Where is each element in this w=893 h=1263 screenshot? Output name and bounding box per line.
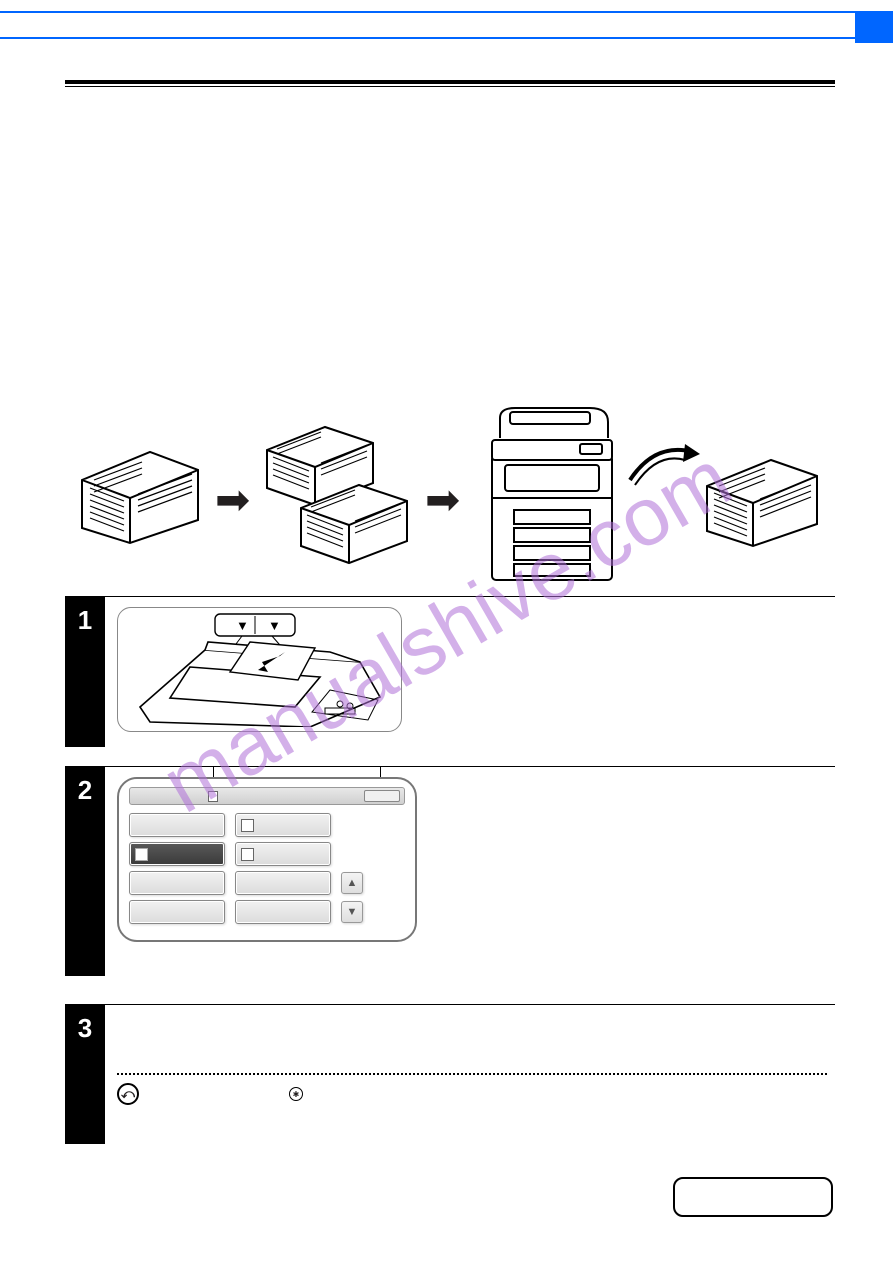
indicator-right-icon: ▼ <box>268 618 281 633</box>
panel-option-4-icon <box>241 848 254 861</box>
step-1-illustration: ▼ ▼ <box>117 607 402 732</box>
original-stack-icon <box>80 450 200 545</box>
back-icon: ⤺ <box>117 1083 139 1105</box>
output-stack-icon <box>705 458 820 548</box>
panel-option-6[interactable] <box>235 871 331 895</box>
panel-option-2-icon <box>241 819 254 832</box>
panel-option-7[interactable] <box>129 900 225 924</box>
gear-icon: ✱ <box>289 1087 303 1101</box>
flow-arrow-2: ➡ <box>425 475 460 524</box>
panel-option-5[interactable] <box>129 871 225 895</box>
scroll-up-button[interactable]: ▲ <box>341 872 363 894</box>
copier-machine-icon <box>480 400 625 585</box>
touch-panel: ▲ ▼ <box>117 777 417 942</box>
panel-header-ok-button[interactable] <box>364 790 400 802</box>
scroll-down-button[interactable]: ▼ <box>341 901 363 923</box>
panel-header-doc-icon <box>208 791 218 802</box>
step-2: 2 ▲ ▼ <box>65 766 835 976</box>
step-3-description <box>117 1015 827 1059</box>
flow-arrow-1: ➡ <box>215 475 250 524</box>
step-1-number: 1 <box>65 597 105 747</box>
header-bar <box>0 11 893 39</box>
split-stacks-icon <box>265 425 415 565</box>
panel-option-8[interactable] <box>235 900 331 924</box>
step-3-divider <box>117 1073 827 1075</box>
step-3-cancel-row: ⤺ ✱ <box>117 1083 827 1105</box>
title-rule <box>65 80 835 87</box>
panel-button-grid: ▲ ▼ <box>129 813 405 924</box>
contents-button[interactable] <box>673 1177 833 1217</box>
page-content <box>65 80 835 91</box>
panel-option-2[interactable] <box>235 813 331 837</box>
step-3: 3 ⤺ ✱ <box>65 1004 835 1144</box>
panel-option-selected[interactable] <box>129 842 225 866</box>
output-arrow-icon <box>625 440 705 490</box>
panel-option-selected-icon <box>135 848 148 861</box>
header-tab <box>855 11 893 43</box>
panel-header <box>129 787 405 805</box>
panel-option-1[interactable] <box>129 813 225 837</box>
indicator-left-icon: ▼ <box>236 618 249 633</box>
step-3-number: 3 <box>65 1005 105 1144</box>
flow-diagram: ➡ ➡ <box>80 400 820 570</box>
panel-option-4[interactable] <box>235 842 331 866</box>
step-1: 1 ▼ ▼ <box>65 596 835 747</box>
step-2-number: 2 <box>65 767 105 976</box>
